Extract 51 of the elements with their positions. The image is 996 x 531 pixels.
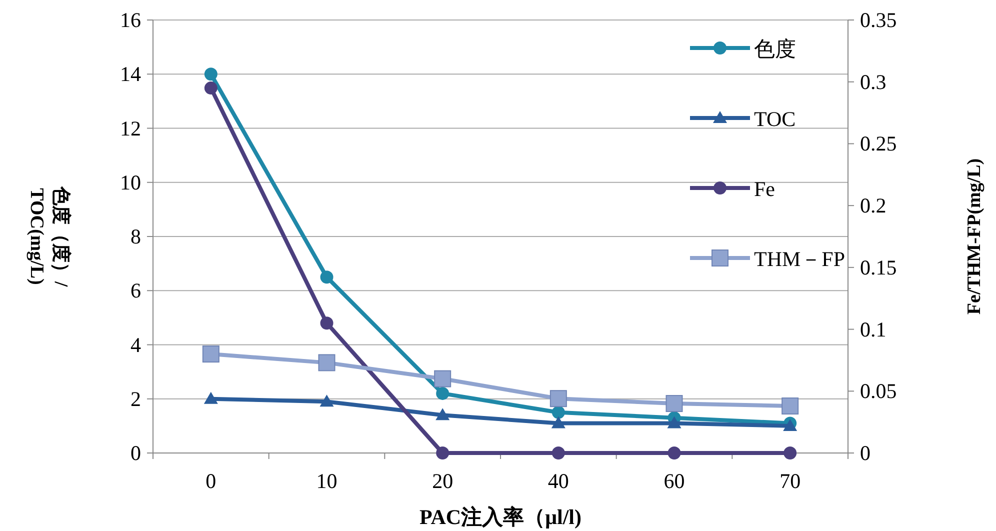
y-tick-label: 6 — [130, 278, 141, 303]
point — [318, 354, 336, 372]
x-tick-label: 0 — [206, 469, 216, 493]
point — [204, 82, 218, 95]
point — [668, 446, 681, 460]
y2-tick-label: 0.35 — [860, 8, 897, 32]
y2-tick-label: 0.3 — [860, 70, 886, 94]
point — [782, 397, 799, 414]
x-axis-title: PAC注入率（μl/l) — [419, 505, 582, 529]
point — [552, 446, 565, 460]
point — [434, 370, 452, 388]
y2-tick-label: 0.05 — [860, 379, 897, 404]
y-tick-label: 10 — [120, 170, 141, 194]
point — [320, 394, 334, 407]
x-tick-label: 70 — [780, 469, 801, 493]
x-tick-label: 60 — [664, 469, 685, 493]
point — [202, 346, 220, 363]
y2-axis-title: Fe/THM-FP(mg/L) — [964, 158, 985, 315]
y-tick-label: 12 — [120, 116, 141, 140]
point — [667, 416, 682, 428]
y-axis-title: 色度（度）/ TOC(mg/L) — [26, 185, 72, 288]
y2-tick-label: 0 — [860, 441, 870, 465]
point — [320, 316, 334, 330]
x-tick-label: 40 — [548, 469, 569, 493]
y2-tick-label: 0.2 — [860, 194, 886, 218]
point — [552, 406, 565, 419]
point — [204, 68, 218, 81]
x-tick-label: 10 — [316, 469, 338, 493]
point — [551, 416, 566, 428]
legend-label: THM－FP — [754, 247, 846, 271]
y2-tick-label: 0.25 — [860, 132, 897, 156]
y-tick-label: 16 — [120, 8, 141, 32]
x-tick-label: 20 — [432, 469, 454, 493]
y-tick-label: 2 — [130, 386, 141, 411]
y-tick-label: 4 — [130, 332, 142, 357]
point — [666, 395, 683, 412]
y2-tick-label: 0.1 — [860, 317, 886, 342]
y-tick-label: 14 — [120, 62, 142, 86]
point — [436, 446, 450, 460]
point — [436, 408, 450, 420]
legend-label: Fe — [754, 177, 775, 201]
point — [320, 270, 334, 284]
y-tick-label: 8 — [130, 224, 141, 248]
y-tick-label: 0 — [130, 441, 141, 465]
point — [550, 390, 567, 408]
legend-label: TOC — [754, 107, 796, 131]
point — [204, 392, 218, 404]
legend-label: 色度 — [754, 37, 796, 61]
y2-tick-label: 0.15 — [860, 255, 897, 280]
point — [784, 446, 797, 460]
point — [436, 386, 450, 400]
